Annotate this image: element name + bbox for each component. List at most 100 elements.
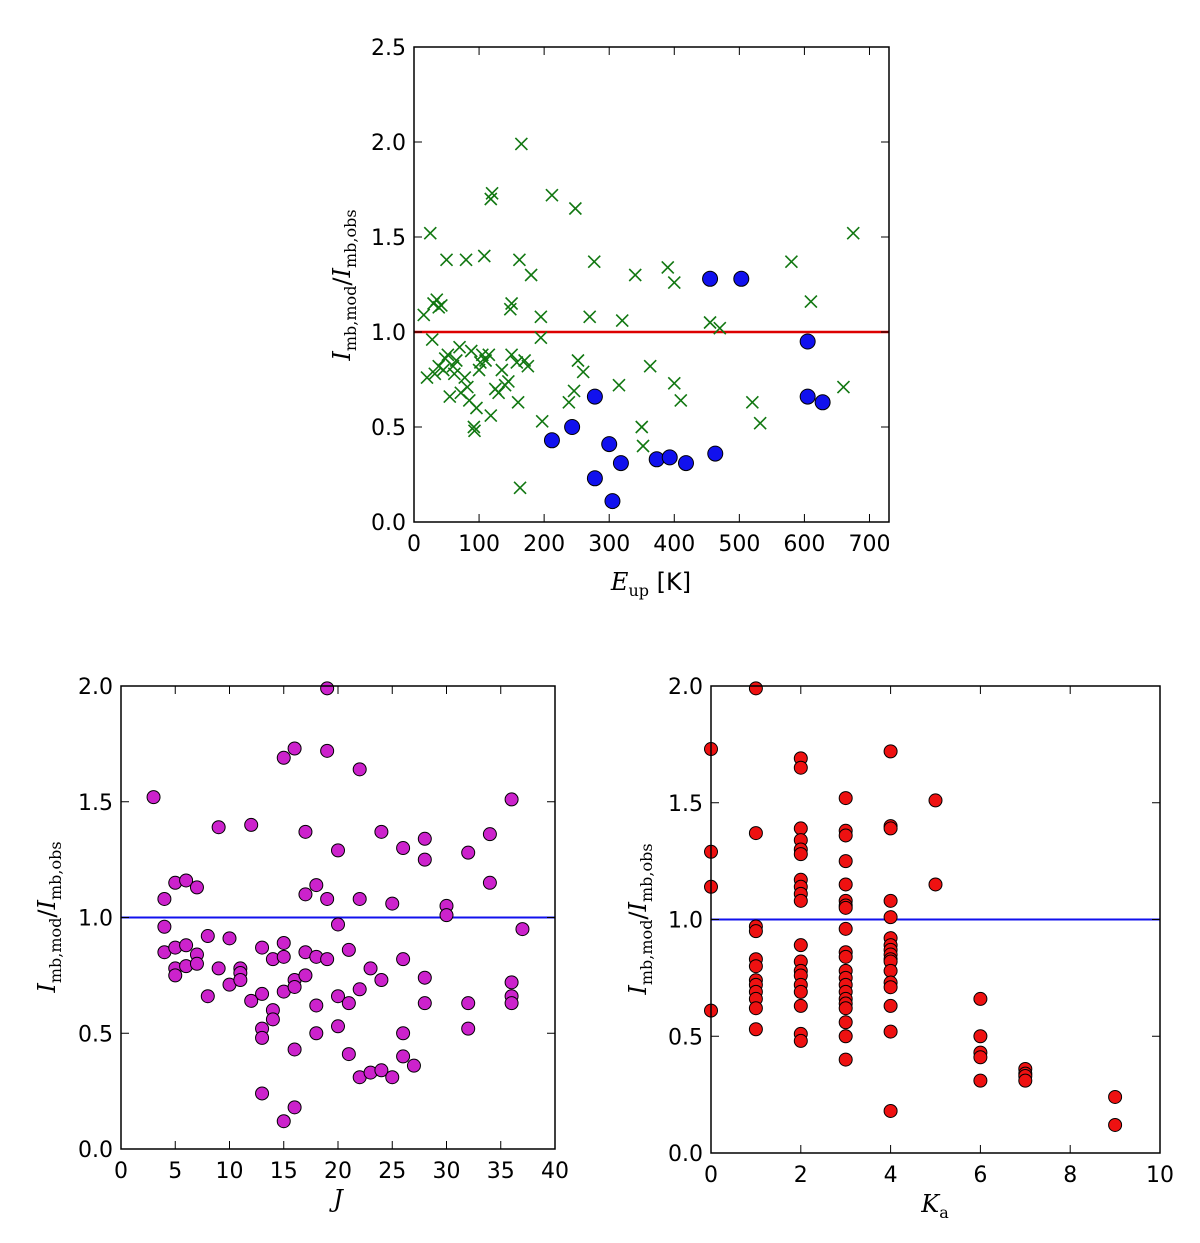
- data-point-circle: [748, 924, 763, 939]
- data-point-circle: [504, 792, 519, 807]
- cross-stroke: [571, 353, 585, 368]
- data-point-circle: [417, 970, 432, 985]
- x-tick-label: 200: [523, 532, 565, 557]
- cross-stroke: [667, 376, 681, 390]
- data-point-cross: [425, 333, 439, 347]
- data-point-circle: [1018, 1073, 1033, 1088]
- data-point-circle: [883, 893, 898, 908]
- data-point-cross: [713, 321, 727, 335]
- x-tick-label: 100: [458, 532, 500, 557]
- cross-stroke: [534, 310, 548, 324]
- data-point-circle: [883, 744, 898, 759]
- data-point-circle: [1108, 1089, 1123, 1104]
- data-point-cross: [674, 393, 688, 407]
- data-point-circle: [439, 908, 454, 923]
- cross-stroke: [469, 401, 484, 415]
- y-tick-label: 0.0: [371, 511, 406, 536]
- data-point-circle: [417, 996, 432, 1011]
- x-tick-label: 0: [114, 1159, 128, 1184]
- y-axis-label: Imb,mod/Imb,obs: [624, 843, 656, 995]
- cross-stroke: [436, 363, 450, 377]
- cross-stroke: [587, 255, 601, 269]
- cross-stroke: [428, 367, 442, 381]
- data-point-cross: [535, 414, 549, 428]
- cross-stroke: [447, 367, 461, 381]
- data-point-circle: [255, 1086, 270, 1101]
- data-point-cross: [846, 226, 860, 240]
- data-point-cross: [510, 355, 524, 369]
- data-point-circle: [838, 1029, 853, 1044]
- data-point-cross: [643, 359, 657, 373]
- data-point-cross: [583, 310, 597, 324]
- data-point-circle: [406, 1058, 421, 1073]
- data-point-cross: [485, 186, 499, 200]
- data-point-circle: [601, 436, 618, 453]
- cross-stroke: [423, 226, 437, 240]
- cross-stroke: [784, 255, 798, 269]
- data-point-circle: [309, 878, 324, 893]
- cross-stroke: [534, 331, 548, 345]
- data-point-circle: [374, 1063, 389, 1078]
- data-point-circle: [793, 984, 808, 999]
- cross-stroke: [467, 424, 482, 438]
- data-point-cross: [703, 315, 717, 330]
- data-point-circle: [352, 891, 367, 906]
- cross-stroke: [460, 380, 474, 394]
- plot-ka: 0 2 4 6 8 10 0.0 0.5 1.0 1.5 2.0 Ka Imb,mod/Imb,ob…: [624, 675, 1174, 1222]
- y-tick-label: 2.0: [668, 675, 703, 700]
- data-point-cross: [615, 314, 629, 328]
- data-point-circle: [799, 333, 816, 350]
- data-point-circle: [200, 929, 215, 944]
- data-point-cross: [667, 276, 681, 290]
- data-point-circle: [276, 750, 291, 765]
- data-point-circle: [255, 940, 270, 955]
- data-point-cross: [501, 374, 515, 388]
- data-point-circle: [233, 973, 248, 988]
- cross-stroke: [512, 253, 526, 267]
- y-tick-label: 1.0: [371, 321, 406, 346]
- data-point-cross: [464, 344, 478, 358]
- y-axis-label: Imb,mod/Imb,obs: [33, 841, 65, 993]
- x-tick-label: 25: [378, 1159, 406, 1184]
- data-point-circle: [211, 961, 226, 976]
- cross-stroke: [439, 253, 454, 267]
- data-point-circle: [838, 1052, 853, 1067]
- cross-stroke: [462, 393, 476, 407]
- data-point-circle: [883, 821, 898, 836]
- cross-stroke: [430, 293, 444, 307]
- data-point-circle: [276, 949, 291, 964]
- data-point-circle: [341, 1047, 356, 1062]
- data-point-cross: [562, 395, 576, 409]
- cross-stroke: [674, 393, 688, 407]
- x-tick-label: 15: [270, 1159, 298, 1184]
- data-point-circle: [352, 982, 367, 997]
- data-point-cross: [443, 390, 457, 404]
- data-point-circle: [733, 270, 750, 287]
- data-point-circle: [515, 922, 530, 937]
- cross-stroke: [535, 414, 549, 428]
- data-point-circle: [222, 931, 237, 946]
- data-point-circle: [793, 760, 808, 775]
- x-axis-label: Eup [K]: [610, 568, 691, 600]
- data-point-circle: [748, 1001, 763, 1016]
- cross-stroke: [636, 439, 650, 453]
- x-tick-label: 300: [588, 532, 630, 557]
- cross-stroke: [467, 420, 481, 434]
- data-point-cross: [534, 331, 548, 345]
- data-point-circle: [793, 998, 808, 1013]
- data-point-circle: [385, 1070, 400, 1085]
- data-point-circle: [461, 845, 476, 860]
- x-tick-label: 700: [848, 532, 890, 557]
- data-point-cross: [571, 353, 585, 368]
- y-tick-label: 1.0: [668, 909, 703, 934]
- data-point-circle: [482, 875, 497, 890]
- data-point-cross: [477, 249, 491, 263]
- data-point-cross: [441, 348, 455, 362]
- data-point-circle: [707, 445, 724, 462]
- x-tick-label: 600: [783, 532, 825, 557]
- cross-stroke: [425, 333, 439, 347]
- data-point-circle: [883, 980, 898, 995]
- plot-frame: [413, 46, 890, 523]
- data-point-circle: [838, 1001, 853, 1016]
- y-tick-label: 1.5: [371, 226, 406, 251]
